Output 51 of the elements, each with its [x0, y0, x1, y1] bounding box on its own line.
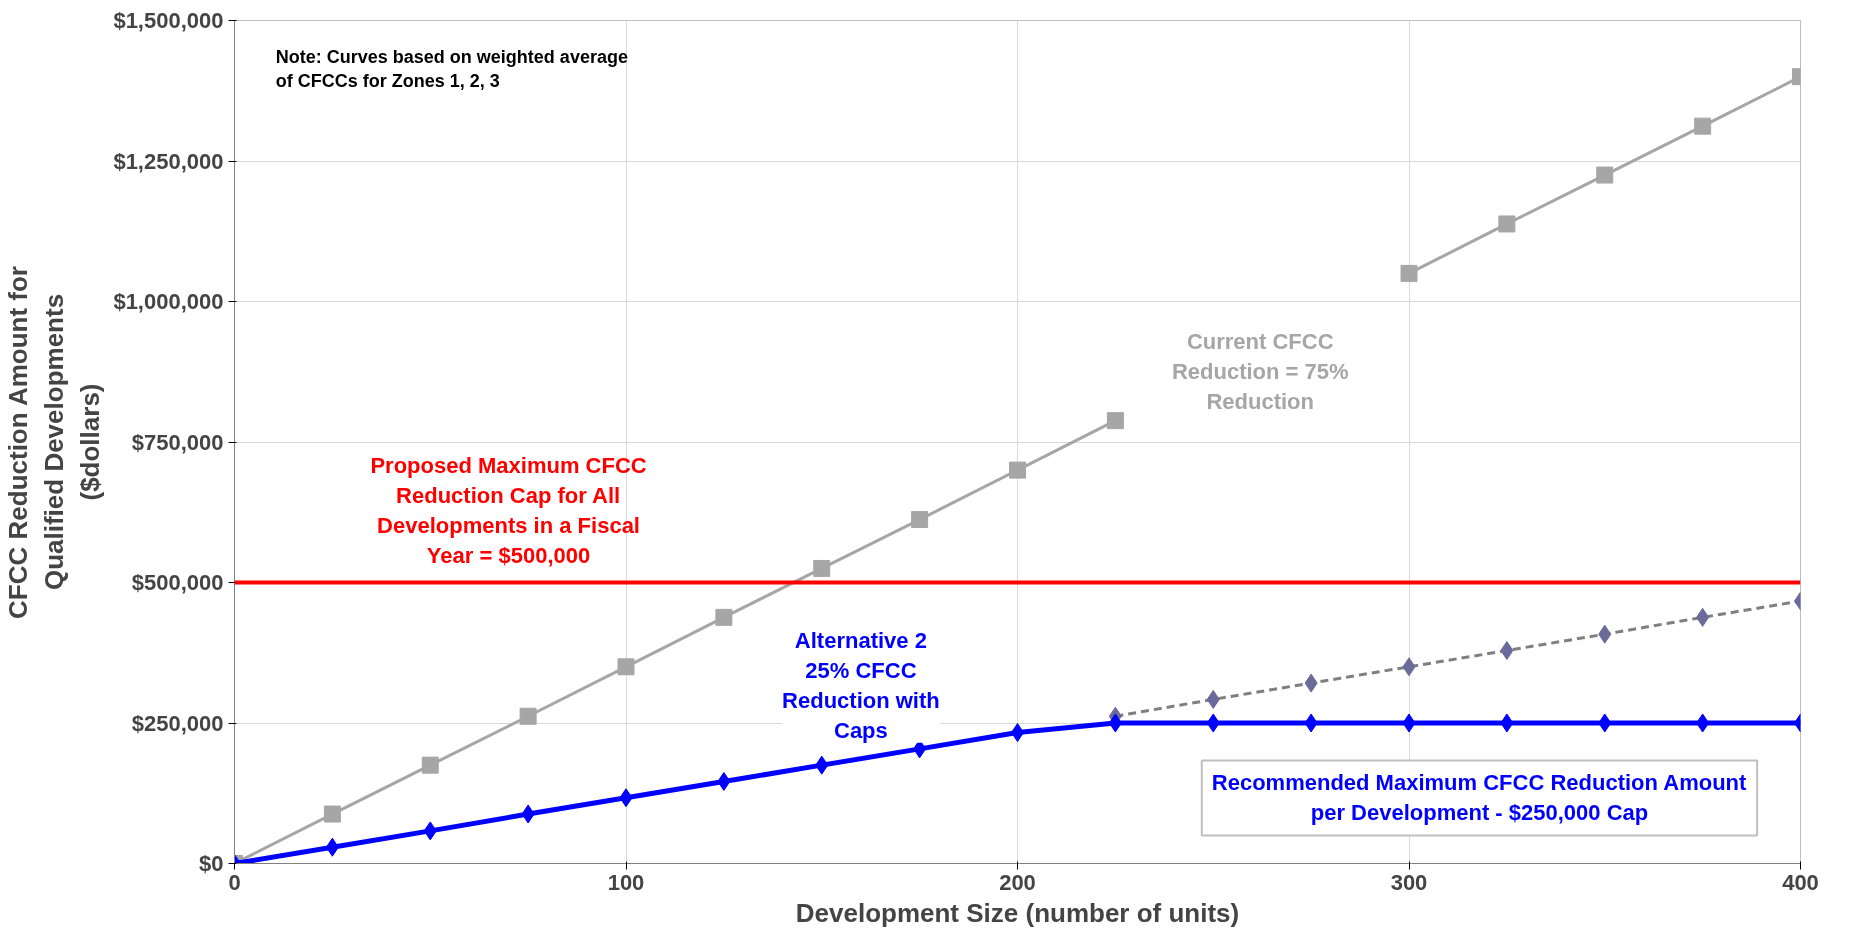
annotation: Recommended Maximum CFCC Reduction Amount per Development - $250,000 Cap: [1211, 770, 1748, 826]
point: [1206, 713, 1220, 733]
point: [1696, 713, 1710, 733]
point: [1498, 215, 1516, 233]
point: [521, 804, 535, 824]
y-tick-label: $750,000: [131, 429, 224, 455]
point: [1304, 673, 1318, 693]
point: [1108, 713, 1122, 733]
x-tick-label: 400: [1782, 869, 1819, 895]
point: [1696, 607, 1710, 627]
series-label: Alternative 2 25% CFCC Reduction with Caps: [782, 627, 940, 743]
y-tick-label: $1,500,000: [113, 8, 224, 33]
point: [1304, 713, 1318, 733]
point: [1596, 166, 1614, 184]
x-axis-title: Development Size (number of units): [795, 897, 1240, 928]
x-tick-label: 100: [607, 869, 645, 895]
point: [1402, 713, 1416, 733]
point: [1206, 689, 1220, 709]
y-axis-title: CFCC Reduction Amount for Qualified Developments ($dollars): [3, 266, 106, 619]
point: [813, 559, 831, 577]
x-tick-label: 300: [1390, 869, 1428, 895]
point: [715, 608, 733, 626]
point: [423, 821, 437, 841]
y-tick-label: $250,000: [131, 710, 224, 736]
point: [619, 788, 633, 808]
point: [815, 755, 829, 775]
x-tick-label: 200: [999, 869, 1036, 895]
point: [1009, 461, 1026, 479]
text: Current CFCC Reduction = 75% Reduction: [1171, 328, 1349, 414]
point: [323, 805, 341, 823]
point: [325, 837, 339, 857]
point: [617, 658, 635, 676]
point: [1402, 657, 1416, 677]
y-tick-label: $0: [199, 851, 224, 876]
point: [1500, 641, 1514, 660]
point: [1598, 713, 1612, 733]
point: [1694, 117, 1712, 135]
point: [717, 771, 731, 791]
y-tick-label: $1,250,000: [113, 148, 224, 174]
point: [519, 707, 537, 725]
y-tick-label: $1,000,000: [113, 289, 224, 314]
y-tick-label: $500,000: [131, 570, 224, 595]
annotation: Note: Curves based on weighted average of CFCCs for Zones 1, 2, 3: [275, 47, 628, 92]
point: [1598, 624, 1612, 644]
point: [1400, 264, 1418, 282]
x-tick-label: 0: [228, 869, 241, 895]
point: [1106, 412, 1124, 430]
point: [911, 511, 929, 529]
point: [421, 756, 439, 774]
ref-line-label: Proposed Maximum CFCC Reduction Cap for All Developments in a Fiscal Year = $500,000: [370, 453, 647, 569]
point: [1500, 713, 1514, 733]
